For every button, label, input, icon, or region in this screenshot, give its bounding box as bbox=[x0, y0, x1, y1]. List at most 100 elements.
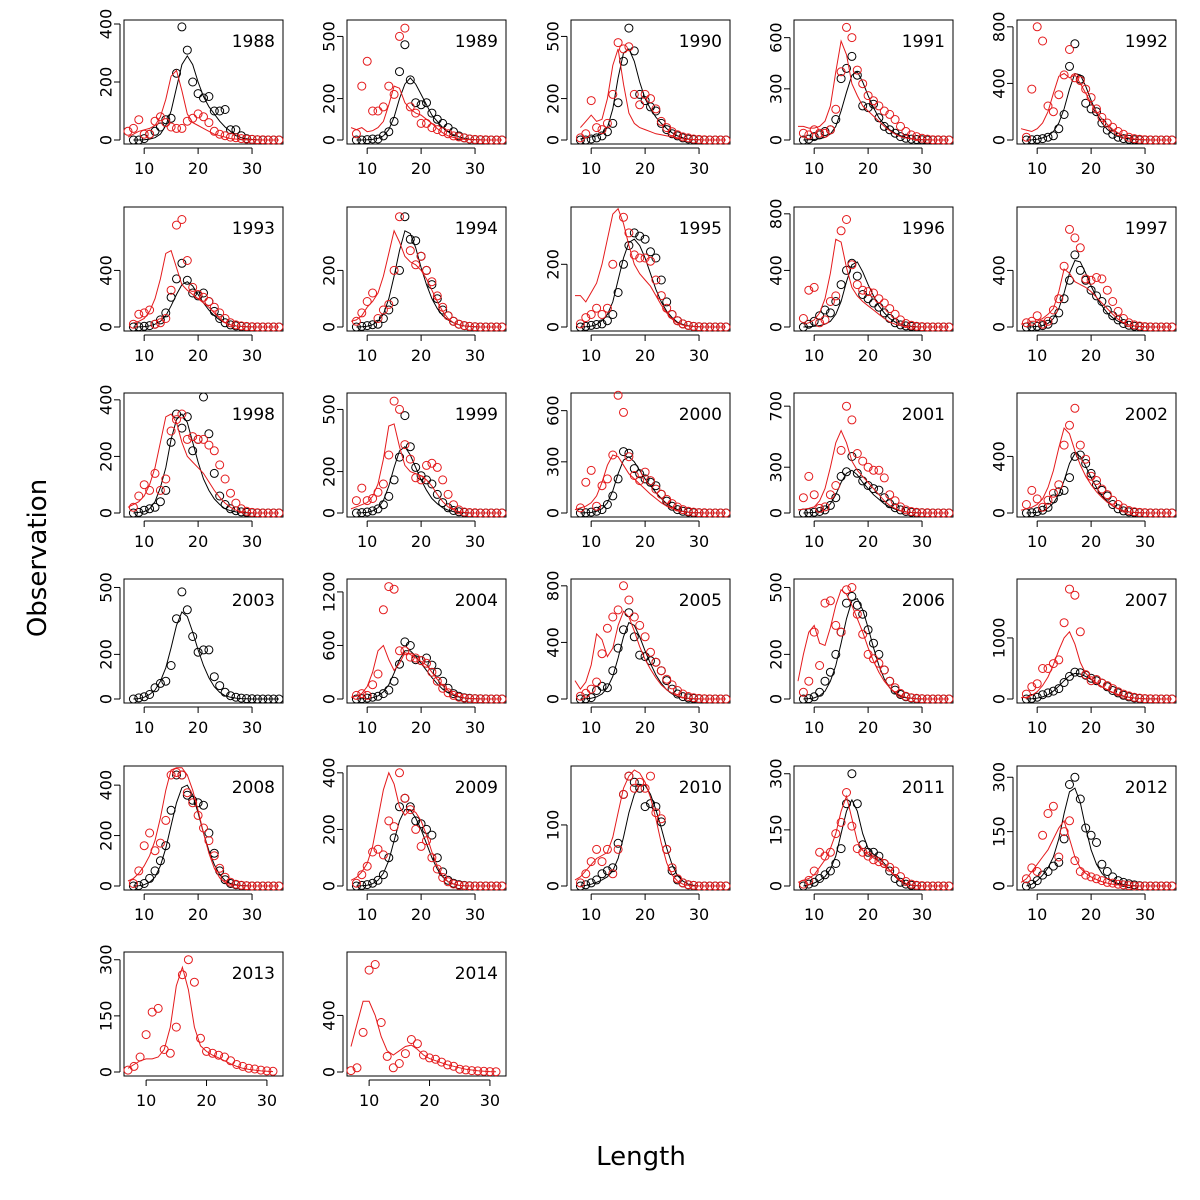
y-tick-label: 0 bbox=[990, 135, 1009, 145]
red-data-point bbox=[215, 460, 225, 470]
red-fit-line bbox=[127, 767, 279, 887]
black-data-point bbox=[852, 70, 862, 80]
x-axis-label: Length bbox=[596, 1142, 686, 1172]
red-fit-line bbox=[350, 423, 502, 514]
y-tick-label: 200 bbox=[320, 83, 339, 114]
y-tick-label: 200 bbox=[97, 441, 116, 472]
black-fit-line bbox=[580, 48, 726, 141]
red-data-point bbox=[411, 260, 421, 270]
red-data-point bbox=[226, 488, 235, 498]
black-data-point bbox=[1021, 881, 1031, 891]
red-data-point bbox=[373, 314, 383, 323]
red-data-point bbox=[432, 676, 442, 686]
black-data-point bbox=[161, 485, 171, 495]
black-data-point bbox=[161, 308, 171, 318]
y-tick-label: 150 bbox=[767, 815, 786, 846]
y-tick-label: 0 bbox=[97, 508, 116, 518]
y-tick-label: 500 bbox=[97, 572, 116, 603]
red-fit-line bbox=[575, 207, 726, 328]
red-data-point bbox=[1059, 70, 1069, 80]
red-data-point bbox=[384, 299, 394, 309]
red-data-point bbox=[373, 844, 383, 854]
black-data-point bbox=[847, 769, 857, 779]
black-data-point bbox=[155, 497, 165, 507]
y-tick-label: 400 bbox=[320, 1000, 339, 1031]
red-data-point bbox=[863, 91, 873, 101]
red-data-point bbox=[885, 490, 895, 500]
red-data-point bbox=[1092, 476, 1101, 485]
red-data-point bbox=[683, 692, 693, 701]
red-data-point bbox=[1059, 440, 1069, 450]
y-tick-label: 300 bbox=[767, 452, 786, 483]
black-data-point bbox=[1075, 668, 1085, 678]
panel-title: 1997 bbox=[1125, 219, 1168, 239]
black-data-point bbox=[220, 318, 230, 328]
red-data-point bbox=[1075, 627, 1085, 637]
red-data-point bbox=[389, 265, 399, 275]
red-data-point bbox=[597, 649, 607, 659]
red-data-point bbox=[1113, 687, 1123, 697]
black-data-point bbox=[204, 828, 214, 838]
red-data-point bbox=[362, 496, 372, 506]
panel-1995: 1995 10 20 30 0 200 bbox=[544, 206, 731, 365]
x-tick-label: 20 bbox=[1081, 159, 1101, 178]
black-fit-line bbox=[803, 261, 949, 328]
red-data-point bbox=[155, 485, 165, 495]
black-data-point bbox=[145, 321, 155, 331]
red-data-point bbox=[1092, 273, 1101, 282]
red-fit-line bbox=[803, 238, 949, 328]
y-tick-label: 400 bbox=[990, 441, 1009, 472]
red-data-point bbox=[683, 133, 693, 143]
panel-2014: 2014 10 20 30 0 400 bbox=[320, 951, 507, 1110]
black-data-point bbox=[629, 228, 639, 238]
x-tick-label: 20 bbox=[411, 905, 431, 924]
black-data-point bbox=[586, 134, 596, 144]
x-tick-label: 20 bbox=[188, 346, 208, 365]
panel-title: 1996 bbox=[902, 219, 945, 239]
x-tick-label: 30 bbox=[257, 1091, 277, 1110]
red-data-point bbox=[161, 474, 171, 484]
x-tick-label: 30 bbox=[689, 159, 709, 178]
black-data-point bbox=[1059, 678, 1069, 687]
black-data-point bbox=[1048, 686, 1058, 696]
red-data-point bbox=[1065, 816, 1074, 826]
x-tick-label: 10 bbox=[357, 905, 377, 924]
panel-2003: 2003 10 20 30 0 200 500 bbox=[97, 572, 284, 737]
red-data-point bbox=[656, 489, 666, 499]
black-data-point bbox=[1097, 859, 1107, 869]
red-data-point bbox=[438, 127, 448, 137]
black-data-point bbox=[592, 875, 602, 885]
black-data-point bbox=[226, 125, 235, 135]
red-data-point bbox=[193, 434, 203, 444]
red-data-point bbox=[847, 583, 857, 592]
black-data-point bbox=[863, 481, 873, 490]
red-data-point bbox=[220, 872, 230, 882]
red-data-point bbox=[166, 285, 176, 295]
black-data-point bbox=[1119, 877, 1128, 887]
red-data-point bbox=[1075, 440, 1085, 450]
red-fit-line bbox=[350, 644, 502, 700]
y-tick-label: 0 bbox=[990, 694, 1009, 704]
y-tick-label: 200 bbox=[320, 814, 339, 845]
red-data-point bbox=[215, 863, 225, 873]
red-data-point bbox=[1124, 318, 1134, 328]
black-data-point bbox=[858, 101, 868, 111]
red-data-point bbox=[204, 440, 214, 450]
black-data-point bbox=[1048, 131, 1058, 141]
x-tick-label: 30 bbox=[689, 346, 709, 365]
y-tick-label: 100 bbox=[544, 810, 563, 841]
y-tick-label: 200 bbox=[97, 820, 116, 851]
x-tick-label: 30 bbox=[465, 346, 485, 365]
red-data-point bbox=[351, 316, 361, 326]
black-data-point bbox=[831, 859, 841, 868]
red-data-point bbox=[1081, 454, 1091, 464]
red-data-point bbox=[384, 816, 394, 826]
red-data-point bbox=[667, 863, 677, 873]
red-data-point bbox=[896, 872, 905, 882]
red-data-point bbox=[199, 434, 208, 444]
red-data-point bbox=[815, 661, 825, 670]
red-data-point bbox=[858, 456, 868, 466]
red-data-point bbox=[1032, 311, 1042, 321]
y-tick-label: 200 bbox=[97, 639, 116, 670]
